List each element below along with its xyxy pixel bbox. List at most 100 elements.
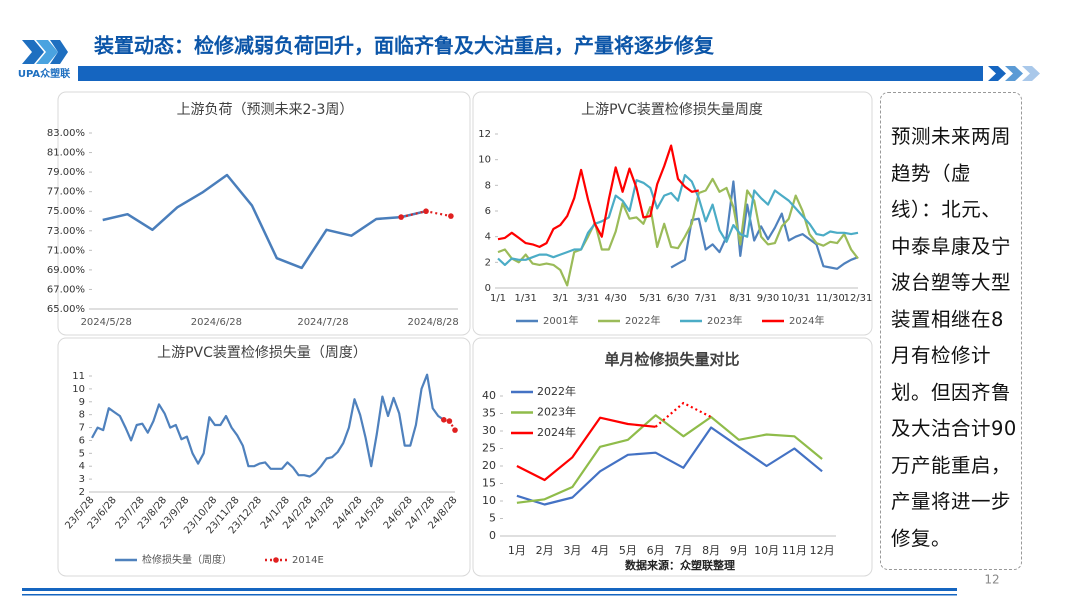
- note-text: 预测未来两周趋势（虚线）：北元、中泰阜康及宁波台塑等大型装置相继在8月有检修计划…: [891, 125, 1017, 550]
- x-tick-label: 1/1: [490, 293, 506, 304]
- x-tick-label: 3/31: [577, 293, 599, 304]
- y-tick-label: 5: [79, 448, 85, 459]
- y-tick-label: 71.00%: [47, 245, 85, 256]
- y-tick-label: 9: [79, 397, 85, 408]
- x-tick-label: 3/1: [552, 293, 568, 304]
- x-tick-label: 12月: [810, 544, 835, 557]
- panel: [57, 91, 471, 336]
- x-tick-label: 9/30: [757, 293, 779, 304]
- x-tick-label: 2024/7/28: [297, 317, 348, 328]
- legend-label: 2001年: [543, 314, 578, 327]
- panel: [472, 337, 873, 577]
- y-tick-label: 83.00%: [47, 128, 85, 139]
- note-box: 预测未来两周趋势（虚线）：北元、中泰阜康及宁波台塑等大型装置相继在8月有检修计划…: [880, 92, 1022, 570]
- y-tick-label: 35: [482, 407, 496, 420]
- series-line: [516, 426, 823, 506]
- series-line: [497, 144, 700, 248]
- y-tick-label: 6: [79, 435, 85, 446]
- y-tick-label: 7: [79, 423, 85, 434]
- x-tick-label: 2月: [536, 544, 554, 557]
- y-tick-label: 20: [482, 459, 496, 472]
- chart-title: 上游PVC装置检修损失量（周度）: [157, 345, 367, 361]
- x-tick-label: 11/30: [816, 293, 845, 304]
- panel: [57, 337, 471, 577]
- y-tick-label: 10: [72, 384, 85, 395]
- y-tick-label: 5: [489, 512, 496, 525]
- y-tick-label: 67.00%: [47, 284, 85, 295]
- series-marker: [441, 417, 447, 423]
- logo-shape: [50, 40, 68, 64]
- y-tick-label: 69.00%: [47, 265, 85, 276]
- chevron: [1022, 66, 1040, 81]
- x-tick-label: 1月: [508, 544, 526, 557]
- series-line: [654, 401, 712, 428]
- series-marker: [398, 214, 404, 220]
- y-tick-label: 30: [482, 424, 496, 437]
- title-bar: [78, 66, 983, 81]
- legend-label: 2022年: [625, 314, 660, 327]
- legend-label: 2014E: [292, 555, 324, 566]
- y-tick-label: 40: [482, 389, 496, 402]
- chart-title: 上游负荷（预测未来2-3周）: [177, 102, 354, 118]
- y-tick-label: 10: [478, 155, 491, 166]
- slide-title: 装置动态：检修减弱负荷回升，面临齐鲁及大沽重启，产量将逐步修复: [93, 34, 715, 58]
- logo: UPA众塑联: [18, 40, 70, 80]
- x-tick-label: 8/31: [729, 293, 751, 304]
- x-tick-label: 10月: [754, 544, 779, 557]
- y-tick-label: 0: [485, 283, 491, 294]
- series-line: [516, 414, 823, 504]
- x-tick-label: 5/31: [639, 293, 661, 304]
- y-tick-label: 65.00%: [47, 304, 85, 315]
- y-tick-label: 8: [79, 410, 85, 421]
- y-tick-label: 2: [79, 487, 85, 498]
- series-line: [516, 416, 656, 482]
- x-tick-label: 11月: [782, 544, 807, 557]
- x-tick-label: 9月: [730, 544, 748, 557]
- x-tick-label: 2024/6/28: [191, 317, 242, 328]
- chart-title: 单月检修损失量对比: [604, 351, 739, 369]
- chart-title: 上游PVC装置检修损失量周度: [581, 102, 763, 118]
- x-tick-label: 2024/5/28: [81, 317, 132, 328]
- x-tick-label: 2024/8/28: [407, 317, 458, 328]
- x-tick-label: 1/31: [514, 293, 536, 304]
- series-marker: [446, 418, 453, 424]
- x-tick-label: 10/31: [781, 293, 810, 304]
- y-tick-label: 0: [489, 529, 496, 542]
- y-tick-label: 25: [482, 442, 496, 455]
- x-tick-label: 7/31: [694, 293, 716, 304]
- y-tick-label: 11: [72, 371, 85, 382]
- legend-label: 2024年: [789, 314, 824, 327]
- legend-label: 2023年: [707, 314, 742, 327]
- panel: [472, 91, 873, 336]
- chevron: [1005, 66, 1023, 81]
- y-tick-label: 3: [79, 474, 85, 485]
- series-line: [102, 173, 427, 270]
- series-marker: [423, 208, 429, 215]
- x-tick-label: 4月: [591, 544, 609, 557]
- x-tick-label: 5月: [619, 544, 637, 557]
- x-tick-label: 4/30: [604, 293, 626, 304]
- logo-shape: [36, 40, 58, 64]
- y-tick-label: 8: [485, 180, 491, 191]
- series-marker: [452, 427, 458, 433]
- series-line: [497, 174, 859, 266]
- y-tick-label: 75.00%: [47, 206, 85, 217]
- y-tick-label: 4: [485, 232, 491, 243]
- y-tick-label: 12: [478, 129, 491, 140]
- x-tick-label: 12/31: [844, 293, 873, 304]
- y-tick-label: 2: [485, 257, 491, 268]
- logo-text: UPA众塑联: [18, 67, 70, 80]
- series-line: [497, 177, 859, 287]
- y-tick-label: 10: [482, 494, 496, 507]
- series-line: [91, 373, 445, 478]
- x-tick-label: 6/30: [667, 293, 689, 304]
- logo-shape: [22, 40, 44, 64]
- legend-marker: [273, 557, 279, 563]
- y-tick-label: 6: [485, 206, 491, 217]
- y-tick-label: 15: [482, 477, 496, 490]
- x-tick-label: 8月: [702, 544, 720, 557]
- legend-label: 2022年: [537, 384, 576, 398]
- page-number: 12: [984, 573, 999, 587]
- x-tick-label: 3月: [563, 544, 581, 557]
